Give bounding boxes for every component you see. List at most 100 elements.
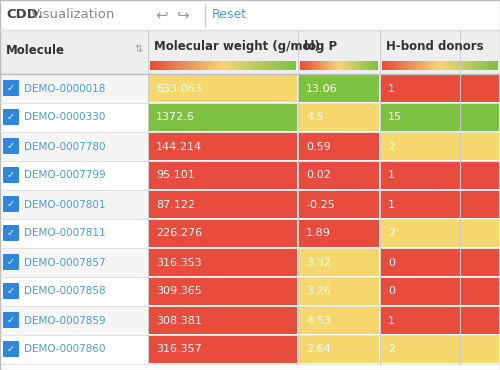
Text: ↩: ↩ <box>155 7 168 23</box>
Bar <box>241 61 243 70</box>
Text: 0: 0 <box>388 286 395 296</box>
Bar <box>405 61 406 70</box>
Bar <box>176 61 178 70</box>
Bar <box>452 61 453 70</box>
Bar <box>456 61 458 70</box>
Bar <box>0 335 148 364</box>
Bar <box>181 61 183 70</box>
Bar <box>278 61 280 70</box>
Bar <box>285 61 287 70</box>
Bar <box>436 61 437 70</box>
Bar <box>268 61 270 70</box>
Bar <box>240 61 241 70</box>
Bar <box>484 61 485 70</box>
Bar <box>260 61 262 70</box>
Text: ✓: ✓ <box>7 228 15 238</box>
Bar <box>248 61 250 70</box>
Bar <box>292 61 294 70</box>
Bar <box>232 61 234 70</box>
Text: 95.101: 95.101 <box>156 171 195 181</box>
Bar <box>344 61 345 70</box>
Bar <box>438 61 440 70</box>
Text: Molecule: Molecule <box>6 44 65 57</box>
Bar <box>334 61 335 70</box>
Bar <box>460 61 462 70</box>
Bar <box>236 61 238 70</box>
Text: DEMO-0000330: DEMO-0000330 <box>24 112 105 122</box>
Bar <box>256 61 258 70</box>
Bar <box>444 61 446 70</box>
Text: ✓: ✓ <box>7 286 15 296</box>
Bar <box>154 61 156 70</box>
Bar <box>337 61 338 70</box>
Bar <box>362 61 364 70</box>
Bar <box>149 220 297 247</box>
Bar <box>161 61 163 70</box>
Bar <box>309 61 310 70</box>
Bar <box>336 61 337 70</box>
Bar <box>331 61 332 70</box>
Bar <box>369 61 370 70</box>
Bar <box>347 61 348 70</box>
Bar <box>458 61 459 70</box>
Text: DEMO-0007799: DEMO-0007799 <box>24 171 105 181</box>
Bar <box>172 61 174 70</box>
Bar <box>496 61 498 70</box>
Text: ✓: ✓ <box>7 199 15 209</box>
Bar <box>470 61 472 70</box>
Bar <box>474 61 475 70</box>
Bar <box>406 61 408 70</box>
Bar <box>0 30 500 74</box>
Bar <box>333 61 334 70</box>
Bar <box>149 191 297 218</box>
Bar <box>360 61 362 70</box>
Bar <box>149 75 297 102</box>
Text: 144.214: 144.214 <box>156 141 202 151</box>
Bar <box>299 162 379 189</box>
Bar <box>488 61 490 70</box>
Bar <box>205 61 206 70</box>
Bar <box>381 133 499 160</box>
Text: DEMO-0007858: DEMO-0007858 <box>24 286 105 296</box>
Bar <box>322 61 324 70</box>
Bar <box>164 61 166 70</box>
Bar <box>402 61 404 70</box>
Bar <box>440 61 442 70</box>
Bar <box>228 61 230 70</box>
Bar <box>308 61 309 70</box>
Text: ✓: ✓ <box>7 83 15 93</box>
Bar <box>495 61 496 70</box>
FancyBboxPatch shape <box>3 138 19 154</box>
Bar <box>404 61 405 70</box>
Text: 2: 2 <box>388 229 395 239</box>
Text: 633.063: 633.063 <box>156 84 202 94</box>
Bar <box>220 61 221 70</box>
Bar <box>464 61 466 70</box>
Bar <box>410 61 411 70</box>
Bar <box>377 61 378 70</box>
Text: ✓: ✓ <box>7 112 15 122</box>
Bar <box>326 61 328 70</box>
Bar <box>480 61 482 70</box>
Bar <box>303 61 304 70</box>
Text: 0: 0 <box>388 258 395 268</box>
Bar <box>186 61 188 70</box>
Bar <box>203 61 205 70</box>
Bar <box>201 61 203 70</box>
Bar <box>466 61 468 70</box>
Bar <box>386 61 388 70</box>
Bar <box>221 61 223 70</box>
Bar <box>280 61 281 70</box>
Bar <box>320 61 322 70</box>
Bar <box>424 61 426 70</box>
Bar <box>349 61 350 70</box>
Bar <box>290 61 292 70</box>
Bar <box>421 61 422 70</box>
Bar <box>299 191 379 218</box>
Bar <box>314 61 316 70</box>
Bar <box>354 61 356 70</box>
Bar <box>234 61 236 70</box>
Bar <box>310 61 312 70</box>
Bar <box>252 61 254 70</box>
Bar <box>388 61 389 70</box>
